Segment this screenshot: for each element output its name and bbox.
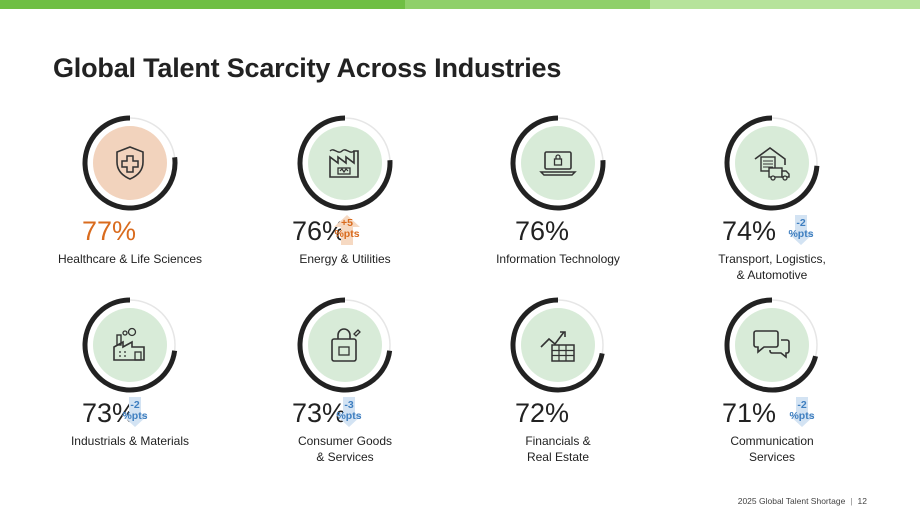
progress-ring <box>82 297 178 393</box>
scarcity-ring <box>722 113 822 213</box>
scarcity-percent: 73% <box>82 398 137 428</box>
percent-row: 76% +5 %pts <box>245 213 445 249</box>
progress-ring <box>82 115 178 211</box>
ring-inner-fill <box>308 308 382 382</box>
industry-card: 76% Information Technology <box>458 113 658 283</box>
percent-row: 76% <box>458 213 658 249</box>
change-value: -2 %pts <box>122 399 148 422</box>
industry-label: Information Technology <box>496 252 620 266</box>
scarcity-ring <box>722 295 822 395</box>
arrow-down-icon <box>788 215 814 245</box>
percent-row: 71% -2 %pts <box>672 395 872 431</box>
change-badge: -2 %pts <box>118 397 152 427</box>
industry-card: 73% -3 %pts Consumer Goods & Services <box>245 295 445 465</box>
industry-card: 71% -2 %pts Communication Services <box>672 295 872 465</box>
ring-inner-fill <box>93 308 167 382</box>
ring-progress-arc <box>510 297 605 393</box>
shopping-bag-icon <box>295 295 395 395</box>
shield-cross-icon <box>80 113 180 213</box>
ring-progress-arc <box>724 115 820 211</box>
change-badge: -2 %pts <box>785 397 819 427</box>
footer-report-name: 2025 Global Talent Shortage <box>737 496 846 506</box>
scarcity-percent: 76% <box>515 216 570 246</box>
industry-label: Communication Services <box>730 434 814 464</box>
top-band-dark-segment <box>0 0 405 9</box>
percent-row: 73% -2 %pts <box>30 395 230 431</box>
scarcity-ring <box>80 113 180 213</box>
industry-card: 72% Financials & Real Estate <box>458 295 658 465</box>
scarcity-ring <box>295 295 395 395</box>
industry-card: 77% Healthcare & Life Sciences <box>30 113 230 283</box>
change-badge: -3 %pts <box>332 397 366 427</box>
industry-label: Consumer Goods & Services <box>297 434 393 464</box>
scarcity-ring <box>80 295 180 395</box>
change-badge: -2 %pts <box>784 215 818 245</box>
ring-inner-fill <box>735 126 809 200</box>
warehouse-truck-icon <box>722 113 822 213</box>
footer-page-number: 12 <box>857 496 867 506</box>
arrow-down-icon <box>122 397 148 427</box>
ring-progress-arc <box>297 115 393 211</box>
scarcity-ring <box>508 113 608 213</box>
change-value: -2 %pts <box>788 217 814 240</box>
percent-row: 77% <box>30 213 230 249</box>
footer-separator: | <box>850 496 853 506</box>
laptop-lock-icon <box>508 113 608 213</box>
scarcity-percent: 76% <box>292 216 347 246</box>
top-band-mid-segment <box>405 0 650 9</box>
factory-icon <box>80 295 180 395</box>
ring-inner-fill <box>735 308 809 382</box>
top-band-light-segment <box>650 0 920 9</box>
progress-ring <box>724 297 819 393</box>
ring-progress-arc <box>510 115 606 211</box>
industry-card: 74% -2 %pts Transport, Logistics, & Automo… <box>672 113 872 283</box>
scarcity-percent: 72% <box>515 398 570 428</box>
arrow-down-icon <box>336 397 362 427</box>
industry-card: 73% -2 %pts Industrials & Materials <box>30 295 230 465</box>
industry-card: 76% +5 %pts Energy & Utilities <box>245 113 445 283</box>
page-title: Global Talent Scarcity Across Industries <box>53 53 562 83</box>
scarcity-percent: 74% <box>722 216 777 246</box>
percent-row: 72% <box>458 395 658 431</box>
ring-inner-fill <box>521 126 595 200</box>
change-badge: +5 %pts <box>330 215 364 245</box>
progress-ring <box>724 115 820 211</box>
progress-ring <box>297 297 393 393</box>
industry-label: Transport, Logistics, & Automotive <box>718 252 826 282</box>
ring-progress-arc <box>297 297 393 393</box>
scarcity-percent: 73% <box>292 398 347 428</box>
industry-label: Financials & Real Estate <box>525 434 591 464</box>
footer: 2025 Global Talent Shortage | 12 <box>738 496 867 506</box>
ring-inner-fill <box>93 126 167 200</box>
change-value: -2 %pts <box>789 399 815 422</box>
scarcity-percent: 71% <box>722 398 777 428</box>
arrow-down-icon <box>789 397 815 427</box>
power-plant-icon <box>295 113 395 213</box>
ring-progress-arc <box>724 297 819 393</box>
percent-row: 74% -2 %pts <box>672 213 872 249</box>
ring-progress-arc <box>82 115 178 211</box>
industry-label: Industrials & Materials <box>70 434 190 448</box>
arrow-up-icon <box>334 215 360 245</box>
ring-progress-arc <box>82 297 178 393</box>
change-value: -3 %pts <box>336 399 362 422</box>
change-value: +5 %pts <box>334 217 360 240</box>
chat-bubbles-icon <box>722 295 822 395</box>
finance-chart-icon <box>508 295 608 395</box>
top-accent-band <box>0 0 920 9</box>
industry-label: Healthcare & Life Sciences <box>57 252 203 266</box>
scarcity-percent: 77% <box>82 216 137 246</box>
industry-label: Energy & Utilities <box>299 252 391 266</box>
progress-ring <box>510 115 606 211</box>
percent-row: 73% -3 %pts <box>245 395 445 431</box>
